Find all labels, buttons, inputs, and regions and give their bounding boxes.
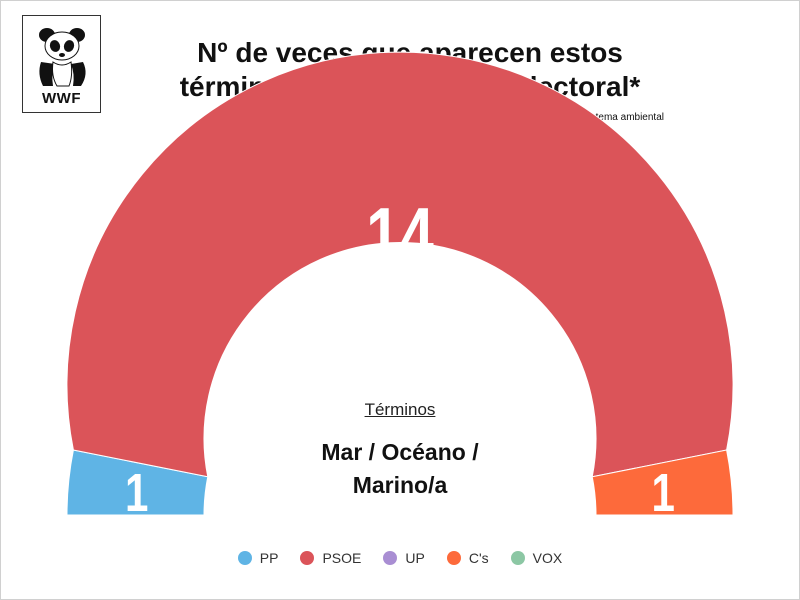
legend-label: C's	[468, 550, 489, 566]
slice-cs	[591, 449, 734, 516]
legend-swatch	[510, 551, 525, 565]
legend-item-vox[interactable]: VOX	[510, 550, 563, 566]
data-label-cs: 1	[652, 463, 675, 523]
legend-swatch	[383, 551, 398, 565]
legend-label: UP	[405, 550, 425, 566]
data-label-psoe: 14	[366, 192, 434, 279]
legend-label: PSOE	[322, 550, 362, 566]
panda-icon	[39, 28, 86, 87]
chart-legend: PP PSOE UP C's VOX	[0, 550, 800, 566]
center-caption: Términos	[364, 400, 436, 419]
center-term: Mar / Océano / Marino/a	[260, 436, 540, 502]
legend-swatch	[237, 551, 252, 565]
data-label-pp: 1	[125, 463, 148, 523]
legend-swatch	[300, 551, 315, 565]
legend-item-psoe[interactable]: PSOE	[300, 550, 361, 566]
center-term-line-2: Marino/a	[352, 472, 448, 498]
legend-label: PP	[259, 550, 279, 566]
slice-psoe	[66, 51, 734, 478]
legend-swatch	[446, 551, 461, 565]
logo-text: WWF	[42, 90, 81, 107]
legend-item-cs[interactable]: C's	[446, 550, 489, 566]
legend-item-pp[interactable]: PP	[237, 550, 279, 566]
wwf-logo: WWF	[22, 15, 101, 113]
legend-item-up[interactable]: UP	[383, 550, 425, 566]
center-term-line-1: Mar / Océano /	[321, 439, 479, 465]
legend-label: VOX	[532, 550, 563, 566]
